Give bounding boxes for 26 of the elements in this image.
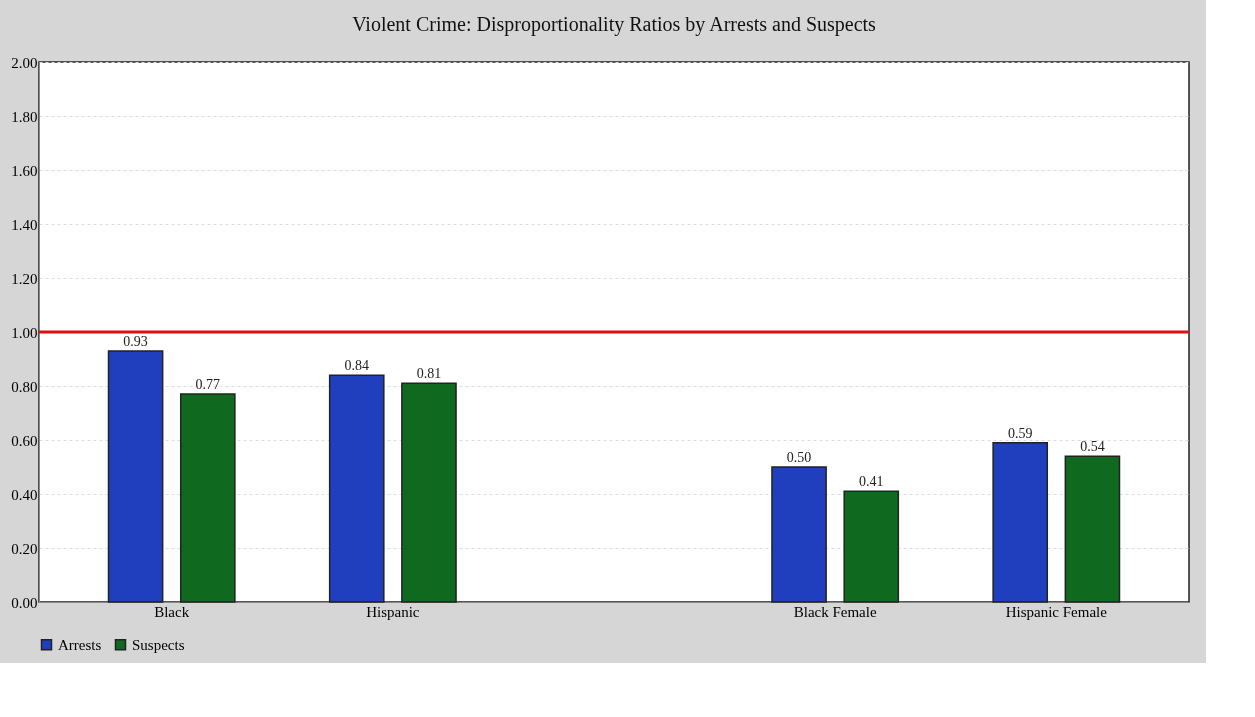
y-tick-label: 0.60 <box>11 432 38 449</box>
y-tick-label: 0.80 <box>11 378 38 395</box>
data-label: 0.50 <box>786 450 812 465</box>
data-label: 0.41 <box>859 474 884 490</box>
data-label: 0.81 <box>416 366 442 382</box>
y-tick-label: 1.40 <box>11 216 38 233</box>
chart-title: Violent Crime: Disproportionality Ratios by Arrests and Suspects <box>352 13 877 36</box>
y-tick-label: 1.80 <box>11 108 38 125</box>
y-tick-label: 2.00 <box>11 54 38 71</box>
y-tick-label: 1.60 <box>11 162 38 179</box>
legend-label: Arrests <box>58 636 102 653</box>
x-tick-label: Black <box>154 603 190 620</box>
y-tick-label: 0.40 <box>11 486 38 503</box>
data-label: 0.54 <box>1080 439 1105 455</box>
y-tick-label: 0.20 <box>11 540 38 557</box>
y-tick-label: 0.00 <box>11 594 38 611</box>
y-tick-label: 1.20 <box>11 270 38 287</box>
x-tick-label: Hispanic Female <box>1005 603 1108 620</box>
y-tick-label: 1.00 <box>11 324 38 341</box>
data-label: 0.77 <box>195 377 221 393</box>
data-label: 0.84 <box>344 358 369 374</box>
x-tick-label: Hispanic <box>366 603 420 620</box>
data-label: 0.59 <box>1007 425 1033 441</box>
legend-label: Suspects <box>132 636 185 653</box>
x-tick-label: Black Female <box>793 603 877 620</box>
data-label: 0.93 <box>123 333 148 349</box>
